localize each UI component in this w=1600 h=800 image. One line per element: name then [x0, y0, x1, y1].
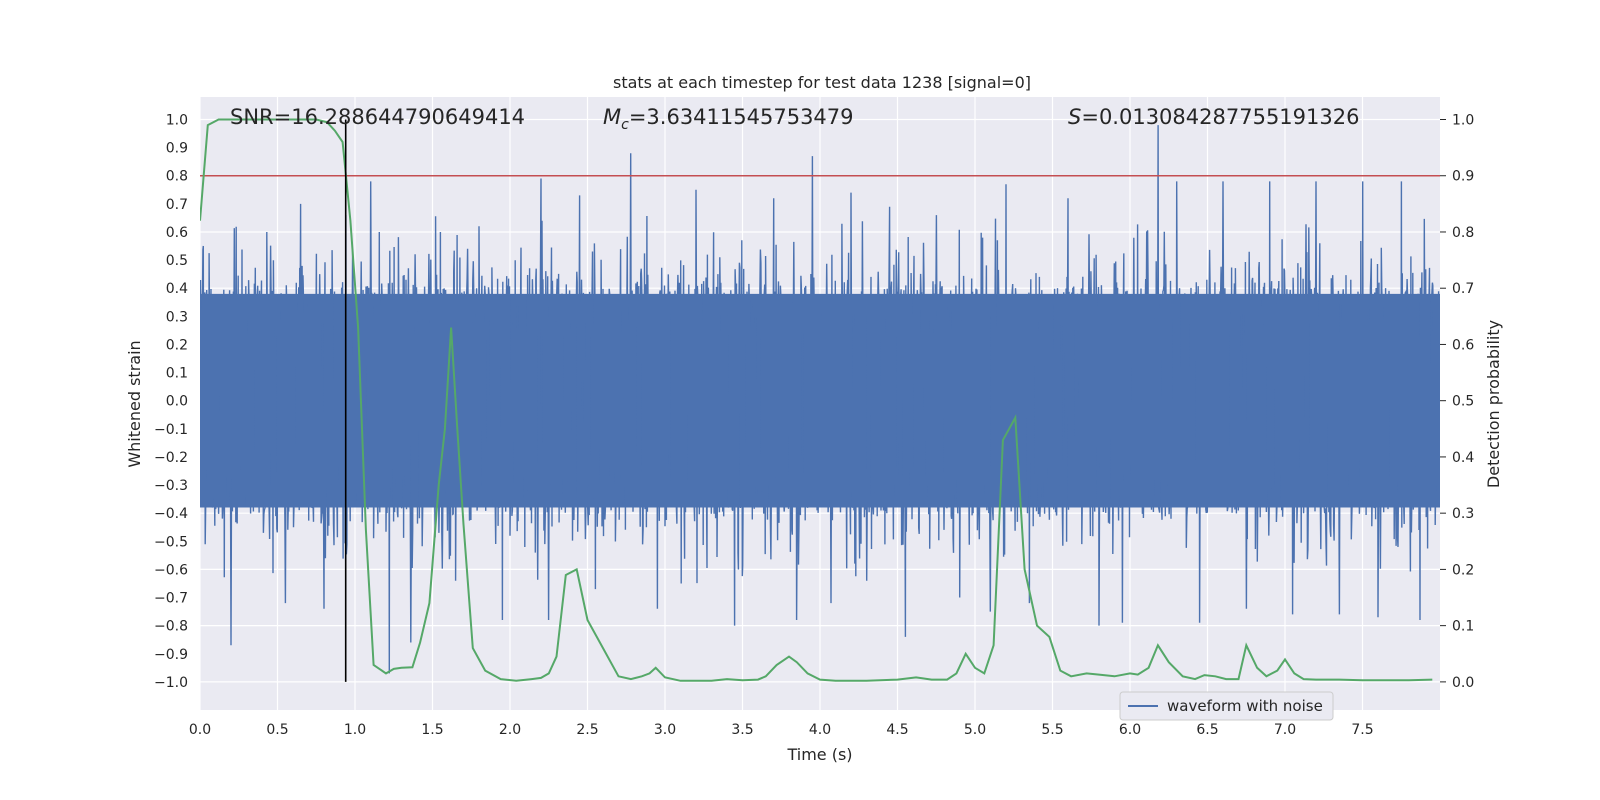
left-y-tick-label: 0.0: [166, 394, 188, 410]
detection-probability-line: [200, 118, 1433, 682]
left-y-tick-label: −0.2: [154, 450, 188, 466]
chirp-mass-value: =3.63411545753479: [629, 105, 854, 129]
legend: waveform with noise: [1119, 691, 1334, 721]
right-y-tick-label: 0.0: [1452, 675, 1474, 691]
right-y-axis-ticks: 1.0 0.9 0.8 0.7 0.6 0.5 0.4 0.3 0.2 0.1 0.0: [1440, 112, 1474, 691]
right-y-tick-label: 0.7: [1452, 281, 1474, 297]
x-axis-ticks: 0.0 0.5 1.0 1.5 2.0 2.5 3.0 3.5 4.0 4.5 5.0 5.5 6.0 6…: [189, 722, 1374, 738]
left-y-tick-label: −0.1: [154, 422, 188, 438]
legend-box: [1119, 691, 1334, 721]
x-tick-label: 2.0: [499, 722, 521, 738]
right-y-axis-label: Detection probability: [1484, 320, 1503, 488]
left-y-tick-label: 0.8: [166, 169, 188, 185]
left-y-tick-label: −1.0: [154, 675, 188, 691]
right-y-tick-label: 0.5: [1452, 394, 1474, 410]
left-y-axis-ticks: 1.0 0.9 0.8 0.7 0.6 0.5 0.4 0.3 0.2 0.1 0.0 −0.1 −0.…: [154, 112, 188, 690]
left-y-tick-label: −0.6: [154, 562, 188, 578]
left-y-tick-label: 0.1: [166, 366, 188, 382]
left-y-tick-label: 0.5: [166, 253, 188, 269]
left-y-tick-label: −0.8: [154, 619, 188, 635]
chirp-mass-symbol: M: [603, 105, 621, 129]
left-y-tick-label: 0.3: [166, 309, 188, 325]
s-statistic-value: =0.013084287755191326: [1081, 105, 1359, 129]
right-y-tick-label: 1.0: [1452, 112, 1474, 128]
x-tick-label: 5.0: [964, 722, 986, 738]
right-y-tick-label: 0.6: [1452, 337, 1474, 353]
left-y-tick-label: 0.9: [166, 141, 188, 157]
x-axis-label: Time (s): [786, 745, 852, 764]
x-tick-label: 7.0: [1274, 722, 1296, 738]
s-statistic-symbol: S: [1068, 105, 1081, 129]
left-y-axis-label: Whitened strain: [125, 340, 144, 467]
x-tick-label: 7.5: [1351, 722, 1373, 738]
s-statistic-annotation: S=0.013084287755191326: [1068, 105, 1359, 129]
x-tick-label: 4.0: [809, 722, 831, 738]
right-y-tick-label: 0.1: [1452, 619, 1474, 635]
x-tick-label: 5.5: [1041, 722, 1063, 738]
x-tick-label: 0.0: [189, 722, 211, 738]
right-y-tick-label: 0.8: [1452, 225, 1474, 241]
left-y-tick-label: 0.4: [166, 281, 188, 297]
chirp-mass-annotation: Mc=3.63411545753479: [603, 105, 854, 133]
x-tick-label: 0.5: [266, 722, 288, 738]
snr-annotation: SNR=16.288644790649414: [230, 105, 525, 129]
right-y-tick-label: 0.2: [1452, 562, 1474, 578]
x-tick-label: 3.5: [731, 722, 753, 738]
right-y-tick-label: 0.3: [1452, 506, 1474, 522]
x-tick-label: 6.5: [1196, 722, 1218, 738]
x-tick-label: 1.0: [344, 722, 366, 738]
x-tick-label: 3.0: [654, 722, 676, 738]
chart-title: stats at each timestep for test data 123…: [613, 73, 1031, 92]
left-y-tick-label: −0.4: [154, 506, 188, 522]
legend-waveform-label: waveform with noise: [1167, 697, 1323, 715]
left-y-tick-label: 0.2: [166, 337, 188, 353]
left-y-tick-label: −0.7: [154, 591, 188, 607]
waveform-series-line: [200, 125, 1440, 674]
left-y-tick-label: −0.5: [154, 534, 188, 550]
right-y-tick-label: 0.9: [1452, 169, 1474, 185]
chirp-mass-subscript: c: [621, 117, 629, 133]
x-tick-label: 2.5: [576, 722, 598, 738]
left-y-tick-label: −0.9: [154, 647, 188, 663]
left-y-tick-label: 0.6: [166, 225, 188, 241]
x-tick-label: 1.5: [421, 722, 443, 738]
x-tick-label: 4.5: [886, 722, 908, 738]
x-tick-label: 6.0: [1119, 722, 1141, 738]
left-y-tick-label: 0.7: [166, 197, 188, 213]
left-y-tick-label: 1.0: [166, 112, 188, 128]
right-y-tick-label: 0.4: [1452, 450, 1474, 466]
left-y-tick-label: −0.3: [154, 478, 188, 494]
